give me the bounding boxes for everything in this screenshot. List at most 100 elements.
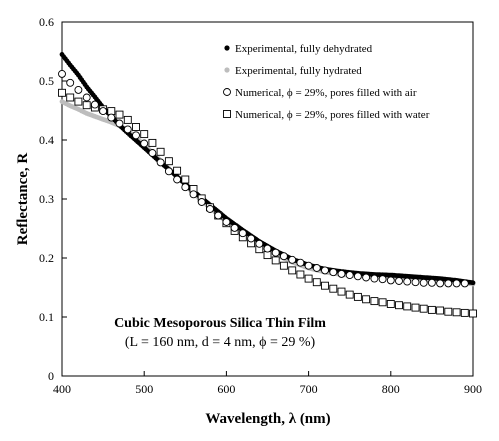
data-point [82,93,91,102]
data-point [469,309,477,318]
data-point [321,266,329,275]
legend-marker-hydrated [224,67,230,73]
data-point [206,205,214,213]
data-point [304,261,313,270]
annotation-params: (L = 160 nm, d = 4 nm, ϕ = 29 %) [125,335,316,350]
data-point [58,69,66,78]
data-point [107,107,116,116]
legend-label-hydrated: Experimental, fully hydrated [235,65,362,77]
data-point [156,158,165,167]
data-point [452,279,461,288]
data-point [173,166,182,175]
data-point [164,157,173,166]
data-point [140,130,149,139]
data-point [222,218,231,226]
data-point [288,255,297,264]
data-point [304,274,313,283]
x-tick-label: 700 [300,382,318,396]
data-point [181,175,190,184]
x-tick-label: 500 [135,382,153,396]
data-point [148,149,157,157]
data-point [123,125,132,134]
y-tick-label: 0.2 [39,251,54,265]
data-point [296,258,305,267]
data-point [378,298,387,307]
data-point [263,251,272,260]
data-point [115,119,124,128]
data-point [411,278,420,287]
data-point [74,97,83,106]
data-point [181,183,190,192]
legend-marker-dehydrated [224,45,230,51]
data-point [173,175,182,184]
x-tick-label: 800 [382,382,400,396]
data-point [345,271,354,280]
data-point [370,274,379,283]
data-point [263,244,272,253]
data-point [353,272,362,281]
y-tick-label: 0.1 [39,310,54,324]
data-point [271,248,280,257]
legend: Experimental, fully dehydrated Experimen… [223,43,430,121]
legend-label-air: Numerical, ϕ = 29%, pores filled with ai… [235,87,417,99]
data-point [470,280,476,286]
data-point [82,101,91,110]
data-point [436,306,445,315]
data-point [403,302,412,311]
y-tick-label: 0.5 [39,74,54,88]
data-point [123,115,132,124]
data-point [90,100,99,109]
data-point [66,93,75,102]
x-axis-title: Wavelength, λ (nm) [205,411,330,427]
data-point [452,308,461,317]
y-tick-label: 0.4 [39,133,54,147]
x-tick-label: 400 [53,382,71,396]
data-point [148,138,157,147]
data-point [337,287,346,296]
data-point [419,278,428,287]
data-point [279,252,288,261]
legend-marker-air [223,88,231,96]
data-point [411,303,420,312]
data-point [386,300,395,308]
y-axis-title: Reflectance, R [15,153,31,246]
x-tick-label: 600 [217,382,235,396]
data-point [132,131,140,140]
data-point [427,305,436,314]
data-point [427,278,436,287]
data-point [74,85,83,94]
data-point [353,292,362,301]
data-point [395,301,403,310]
data-point [156,147,165,156]
data-point [247,234,256,243]
data-point [329,268,338,277]
data-point [66,78,75,87]
y-tick-label: 0 [48,369,54,383]
data-point [230,223,239,232]
data-point [460,308,469,317]
data-point [345,290,354,299]
data-point [271,256,280,265]
data-point [99,107,108,116]
data-point [58,88,66,97]
ticks-layer: 400 500 600 700 800 900 0 0.1 0.2 0.3 0.4 0.5 0.6 [39,15,482,396]
data-point [140,139,149,148]
data-point [115,110,124,119]
data-point [189,190,198,199]
data-point [444,307,453,316]
series-2 [58,69,469,288]
data-point [460,279,469,288]
data-point [288,266,297,275]
legend-marker-water [223,110,231,118]
data-point [164,167,173,176]
data-point [132,123,140,131]
data-point [362,295,371,304]
data-point [255,239,264,248]
x-tick-label: 900 [464,382,482,396]
annotation-title: Cubic Mesoporous Silica Thin Film [114,316,326,331]
data-point [444,279,453,288]
data-point [403,277,412,286]
data-point [238,229,247,238]
data-point [321,281,329,290]
